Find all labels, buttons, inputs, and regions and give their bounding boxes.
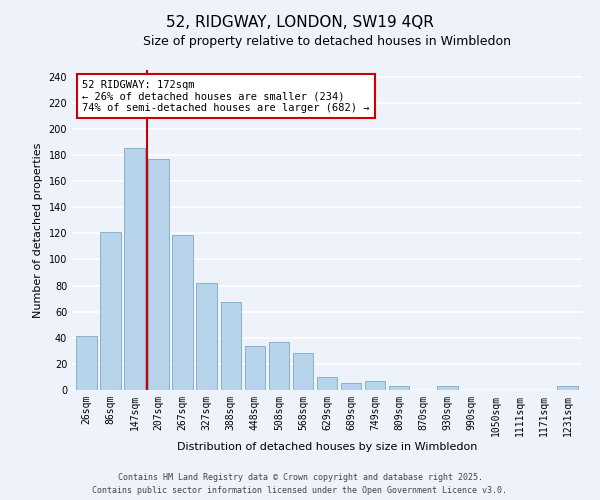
Bar (76, 336, 97, 390)
Y-axis label: Number of detached properties: Number of detached properties (33, 142, 43, 318)
Bar (317, 377, 337, 390)
Bar (124, 148, 145, 390)
Bar (437, 386, 458, 390)
Bar (293, 354, 313, 390)
Text: 52 RIDGWAY: 172sqm
← 26% of detached houses are smaller (234)
74% of semi-detach: 52 RIDGWAY: 172sqm ← 26% of detached hou… (82, 80, 370, 113)
Bar (341, 384, 361, 390)
Bar (557, 386, 578, 390)
Text: Contains HM Land Registry data © Crown copyright and database right 2025.
Contai: Contains HM Land Registry data © Crown c… (92, 474, 508, 495)
Bar (221, 302, 241, 390)
Bar (100, 232, 121, 390)
Bar (148, 159, 169, 390)
Bar (196, 283, 217, 390)
X-axis label: Distribution of detached houses by size in Wimbledon: Distribution of detached houses by size … (177, 442, 477, 452)
Bar (245, 346, 265, 390)
Text: 52, RIDGWAY, LONDON, SW19 4QR: 52, RIDGWAY, LONDON, SW19 4QR (166, 15, 434, 30)
Bar (389, 386, 409, 390)
Bar (269, 342, 289, 390)
Title: Size of property relative to detached houses in Wimbledon: Size of property relative to detached ho… (143, 35, 511, 48)
Bar (172, 234, 193, 390)
Bar (365, 381, 385, 390)
